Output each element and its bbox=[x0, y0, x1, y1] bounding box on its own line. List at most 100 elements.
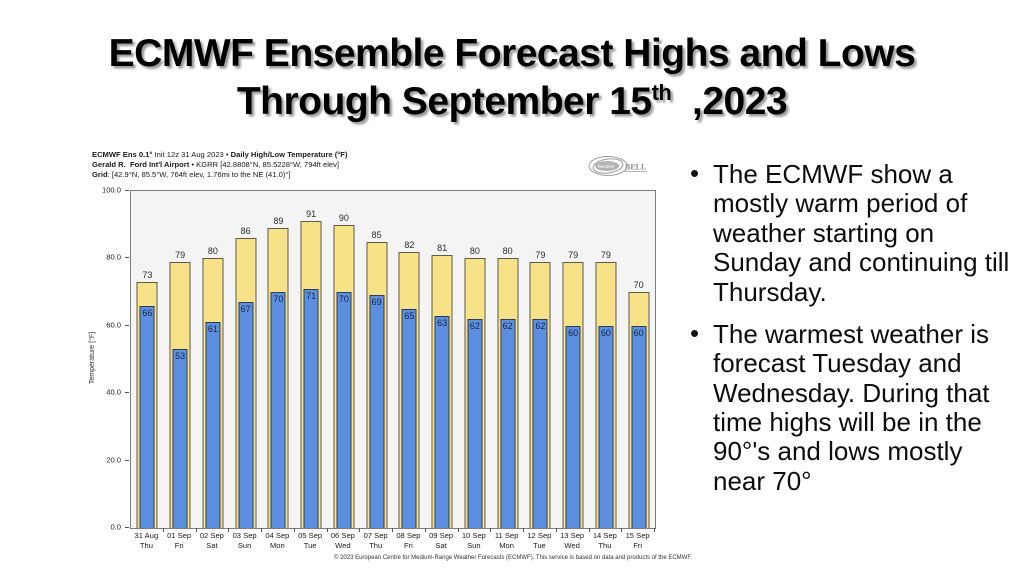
low-value-label: 71 bbox=[306, 290, 317, 301]
low-value-label: 62 bbox=[502, 321, 513, 332]
low-temp-bar bbox=[270, 292, 286, 528]
high-value-label: 79 bbox=[600, 249, 611, 260]
bullet-text: The ECMWF show a mostly warm period of w… bbox=[713, 159, 1010, 307]
low-temp-bar bbox=[532, 319, 548, 528]
x-axis-label: 10 Sep Sun bbox=[461, 531, 486, 550]
x-axis-label: 05 Sep Tue bbox=[298, 531, 323, 550]
y-axis-tick bbox=[125, 527, 129, 528]
low-temp-bar bbox=[238, 302, 254, 528]
high-value-label: 80 bbox=[469, 246, 480, 257]
x-axis-label: 02 Sep Sat bbox=[199, 531, 224, 550]
y-axis-tick-label: 40.0 bbox=[106, 387, 121, 397]
x-axis-label: 01 Sep Fri bbox=[167, 531, 192, 550]
x-axis-tick bbox=[621, 528, 623, 532]
x-axis-tick bbox=[392, 528, 393, 532]
low-temp-bar bbox=[467, 319, 483, 528]
low-temp-bar bbox=[631, 325, 647, 528]
high-value-label: 81 bbox=[437, 243, 448, 254]
x-axis-tick bbox=[162, 528, 164, 532]
bar-group: 79 62 bbox=[524, 191, 557, 532]
high-value-label: 85 bbox=[371, 229, 382, 240]
x-axis-tick bbox=[228, 528, 230, 532]
y-axis-tick-label: 60.0 bbox=[106, 320, 121, 330]
high-value-label: 86 bbox=[240, 226, 251, 237]
high-value-label: 79 bbox=[175, 249, 186, 260]
high-value-label: 73 bbox=[142, 270, 153, 280]
x-axis-labels: 31 Aug Thu 01 Sep Fri 02 Sep Sat 03 Sep Sun 04 S… bbox=[130, 531, 654, 551]
low-value-label: 70 bbox=[273, 294, 284, 305]
bar-group: 79 53 bbox=[164, 191, 197, 532]
low-value-label: 69 bbox=[371, 297, 382, 308]
y-axis-tick bbox=[125, 459, 129, 461]
bar-group: 79 60 bbox=[557, 191, 590, 532]
logo-text-bell: BELL bbox=[625, 163, 646, 172]
high-value-label: 89 bbox=[273, 216, 284, 227]
low-value-label: 61 bbox=[207, 324, 218, 335]
low-value-label: 66 bbox=[142, 307, 153, 318]
low-temp-bar bbox=[303, 288, 319, 528]
x-axis-tick bbox=[326, 528, 328, 532]
bar-group: 70 60 bbox=[622, 191, 655, 532]
bar-group: 73 66 bbox=[131, 191, 164, 532]
x-axis-label: 03 Sep Sun bbox=[232, 531, 257, 550]
bar-group: 91 71 bbox=[295, 191, 328, 532]
bar-group: 80 62 bbox=[459, 191, 492, 532]
x-axis-label: 11 Sep Mon bbox=[494, 531, 519, 550]
bar-group: 86 67 bbox=[229, 191, 262, 532]
x-axis-label: 13 Sep Wed bbox=[560, 531, 585, 550]
forecast-chart: ECMWF Ens 0.1° Init 12z 31 Aug 2023 • Da… bbox=[88, 149, 692, 569]
x-axis-tick bbox=[424, 528, 426, 532]
x-axis-label: 06 Sep Wed bbox=[330, 531, 355, 550]
bar-group: 80 62 bbox=[491, 191, 524, 532]
low-temp-bar bbox=[434, 315, 450, 528]
x-axis-tick bbox=[555, 528, 557, 532]
low-value-label: 53 bbox=[175, 351, 186, 362]
y-axis-tick-label: 80.0 bbox=[106, 252, 121, 262]
chart-header: ECMWF Ens 0.1° Init 12z 31 Aug 2023 • Da… bbox=[92, 150, 348, 180]
low-value-label: 67 bbox=[240, 304, 251, 315]
low-value-label: 63 bbox=[437, 317, 448, 328]
x-axis-tick bbox=[523, 528, 524, 532]
x-axis-label: 04 Sep Mon bbox=[265, 531, 290, 550]
weatherbell-logo-icon: Weather BELL bbox=[585, 152, 651, 182]
low-value-label: 62 bbox=[535, 321, 546, 332]
bar-group: 82 65 bbox=[393, 191, 426, 532]
x-axis-tick bbox=[359, 528, 361, 532]
bullet-list: • The ECMWF show a mostly warm period of… bbox=[688, 158, 1016, 509]
low-value-label: 70 bbox=[338, 294, 349, 305]
bar-group: 89 70 bbox=[262, 191, 295, 532]
low-value-label: 60 bbox=[600, 327, 611, 338]
high-value-label: 80 bbox=[207, 246, 218, 257]
bullet-marker-icon: • bbox=[690, 158, 700, 188]
x-axis-label: 07 Sep Thu bbox=[363, 531, 388, 550]
low-value-label: 65 bbox=[404, 310, 415, 321]
x-axis-label: 08 Sep Fri bbox=[396, 531, 421, 550]
bar-group: 80 61 bbox=[197, 191, 230, 532]
y-axis-tick-label: 100.0 bbox=[101, 185, 121, 195]
x-axis-tick bbox=[490, 528, 492, 532]
logo-text-weather: Weather bbox=[598, 164, 616, 169]
high-value-label: 90 bbox=[338, 212, 349, 223]
bullet-marker-icon: • bbox=[690, 317, 700, 348]
x-axis-tick bbox=[195, 528, 197, 532]
high-value-label: 70 bbox=[633, 280, 644, 291]
bar-group: 90 70 bbox=[328, 191, 361, 532]
low-temp-bar bbox=[598, 325, 614, 528]
y-axis-tick bbox=[125, 324, 129, 326]
slide-title-line2: Through September 15th ,2023 bbox=[236, 79, 788, 123]
bar-group: 79 60 bbox=[590, 191, 623, 532]
y-axis-tick-label: 20.0 bbox=[106, 455, 121, 465]
ordinal-suffix: th bbox=[651, 79, 672, 105]
low-temp-bar bbox=[369, 295, 385, 528]
x-axis-label: 31 Aug Thu bbox=[134, 531, 159, 550]
x-axis-tick bbox=[457, 528, 459, 532]
high-value-label: 82 bbox=[404, 239, 415, 250]
y-axis-tick bbox=[125, 392, 129, 394]
x-axis-label: 15 Sep Fri bbox=[625, 531, 650, 550]
x-axis-tick bbox=[588, 528, 590, 532]
low-temp-bar bbox=[401, 308, 417, 528]
low-temp-bar bbox=[205, 322, 221, 528]
low-temp-bar bbox=[172, 349, 188, 528]
low-temp-bar bbox=[565, 325, 581, 528]
high-value-label: 80 bbox=[502, 246, 513, 257]
